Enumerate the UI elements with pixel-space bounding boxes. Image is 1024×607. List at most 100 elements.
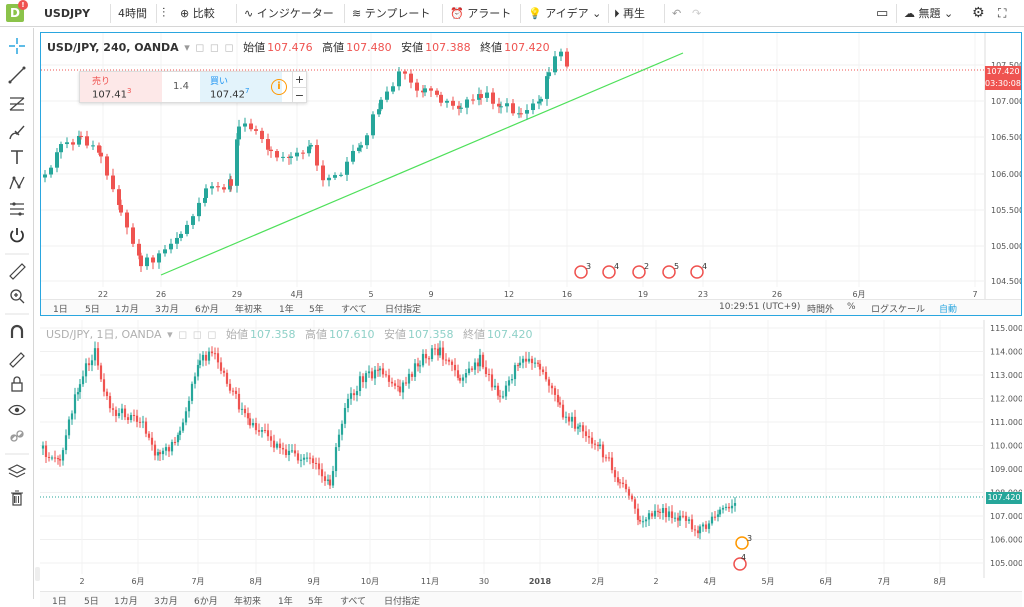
symbol-search[interactable]: USDJPY bbox=[44, 7, 91, 20]
tf-5y[interactable]: 5年 bbox=[309, 305, 324, 315]
ideas-button[interactable]: 💡 アイデア ⌄ bbox=[528, 0, 601, 27]
event-flag-icon[interactable] bbox=[632, 265, 646, 279]
trendline-icon[interactable] bbox=[8, 66, 26, 84]
settings-icon[interactable]: ◻ bbox=[209, 41, 220, 54]
event-flag-icon[interactable] bbox=[662, 265, 676, 279]
event-flag-icon[interactable] bbox=[602, 265, 616, 279]
tf-1d[interactable]: 1日 bbox=[53, 305, 68, 315]
alerts-button[interactable]: ⏰ アラート bbox=[450, 0, 511, 27]
candle-daily bbox=[144, 421, 148, 434]
buy-button[interactable]: 買い 107.427 bbox=[200, 72, 282, 102]
event-flag-icon[interactable] bbox=[690, 265, 704, 279]
logo[interactable]: D ! bbox=[6, 0, 28, 22]
hide-icon[interactable]: ◻ bbox=[178, 328, 188, 341]
power-icon[interactable] bbox=[10, 228, 24, 243]
settings-button[interactable]: ⚙ bbox=[972, 5, 985, 21]
candle-4h bbox=[275, 151, 279, 158]
candle-4h bbox=[505, 103, 509, 107]
text-icon[interactable] bbox=[11, 150, 23, 164]
replay-button[interactable]: ⏵ 再生 bbox=[614, 0, 645, 27]
hide-icon[interactable]: ◻ bbox=[195, 41, 205, 54]
symbol-title[interactable]: USD/JPY, 1日, OANDA bbox=[46, 328, 162, 341]
candle-daily bbox=[467, 368, 471, 374]
clock-time[interactable]: 10:29:51 (UTC+9) bbox=[719, 302, 801, 312]
close-icon[interactable]: ◻ bbox=[224, 41, 234, 54]
tf-5d[interactable]: 5日 bbox=[84, 597, 99, 607]
tf-custom[interactable]: 日付指定 bbox=[385, 305, 422, 315]
interval-selector[interactable]: 4時間 bbox=[118, 7, 147, 20]
tf-1m[interactable]: 1カ月 bbox=[115, 305, 139, 315]
settings-icon[interactable]: ◻ bbox=[192, 328, 202, 341]
candle-daily bbox=[161, 450, 165, 455]
tf-5y[interactable]: 5年 bbox=[308, 597, 323, 607]
tf-3m[interactable]: 3カ月 bbox=[155, 305, 179, 315]
fullscreen-button[interactable]: ⛶ bbox=[998, 6, 1007, 20]
chart-canvas-4h[interactable]: 107.500 107.000 106.500 106.000 105.500 105.0… bbox=[41, 33, 1021, 315]
candle-daily bbox=[607, 457, 611, 459]
templates-button[interactable]: ≋ テンプレート bbox=[352, 0, 430, 27]
indicators-button[interactable]: ∿ インジケーター bbox=[244, 0, 334, 27]
log-scale-toggle[interactable]: ログスケール bbox=[871, 305, 926, 315]
lock-icon[interactable] bbox=[11, 376, 23, 392]
redo-button[interactable]: ↷ bbox=[692, 7, 702, 20]
sidebar-collapse-handle[interactable] bbox=[35, 567, 40, 581]
pattern-icon[interactable] bbox=[9, 176, 25, 190]
forecast-icon[interactable] bbox=[10, 202, 24, 216]
sell-button[interactable]: 売り 107.413 bbox=[80, 72, 162, 102]
chevron-down-icon[interactable]: ▾ bbox=[167, 328, 173, 341]
link-icon[interactable] bbox=[10, 430, 24, 442]
layout-button[interactable]: ▭ bbox=[876, 6, 889, 21]
lock-drawing-icon[interactable] bbox=[9, 352, 25, 368]
layers-icon[interactable] bbox=[7, 464, 27, 478]
info-icon[interactable]: i bbox=[271, 79, 287, 95]
tf-3m[interactable]: 3カ月 bbox=[154, 597, 178, 607]
tf-custom[interactable]: 日付指定 bbox=[384, 597, 421, 607]
undo-button[interactable]: ↶ bbox=[672, 7, 682, 20]
candle-daily bbox=[447, 359, 451, 362]
tf-1m[interactable]: 1カ月 bbox=[114, 597, 138, 607]
tf-all[interactable]: すべて bbox=[340, 597, 367, 607]
x-tick-label: 5 bbox=[368, 290, 373, 299]
event-flag-icon[interactable] bbox=[735, 536, 749, 550]
candle-daily bbox=[718, 509, 722, 515]
chart-style-button[interactable]: ⫶ bbox=[162, 6, 166, 21]
tf-ytd[interactable]: 年初来 bbox=[235, 305, 263, 315]
layout-name: 無題 bbox=[918, 7, 941, 20]
fib-icon[interactable] bbox=[9, 97, 25, 111]
tf-6m[interactable]: 6か月 bbox=[195, 305, 219, 315]
trash-icon[interactable] bbox=[11, 490, 23, 506]
magnet-icon[interactable] bbox=[10, 324, 24, 338]
symbol-title[interactable]: USD/JPY, 240, OANDA bbox=[47, 41, 179, 54]
auto-scale-toggle[interactable]: 自動 bbox=[939, 305, 958, 315]
notification-badge[interactable]: ! bbox=[18, 0, 28, 10]
zoom-in-icon[interactable] bbox=[10, 289, 25, 304]
chevron-down-icon[interactable]: ▾ bbox=[184, 41, 190, 54]
ruler-icon[interactable] bbox=[9, 263, 26, 280]
chart-pane-daily[interactable]: 115.000 114.000 113.000 112.000 111.000 110.0… bbox=[40, 320, 1022, 607]
eye-icon[interactable] bbox=[8, 404, 26, 416]
percent-toggle[interactable]: % bbox=[847, 302, 856, 312]
compare-button[interactable]: ⊕ 比較 bbox=[180, 0, 215, 27]
quantity-plus-button[interactable]: + bbox=[292, 72, 306, 87]
brush-icon[interactable] bbox=[9, 125, 25, 140]
chart-pane-4h[interactable]: 107.500 107.000 106.500 106.000 105.500 105.0… bbox=[40, 32, 1022, 316]
divider bbox=[344, 4, 345, 23]
tf-6m[interactable]: 6か月 bbox=[194, 597, 218, 607]
trendline-drawing[interactable] bbox=[160, 52, 684, 276]
tf-1y[interactable]: 1年 bbox=[278, 597, 293, 607]
event-flag-icon[interactable] bbox=[733, 557, 747, 571]
save-layout-button[interactable]: ☁ 無題 ⌄ bbox=[904, 0, 953, 27]
candle-4h bbox=[111, 175, 115, 190]
template-icon: ≋ bbox=[352, 7, 362, 20]
session-toggle[interactable]: 時間外 bbox=[807, 305, 835, 315]
tf-5d[interactable]: 5日 bbox=[85, 305, 100, 315]
tf-all[interactable]: すべて bbox=[341, 305, 368, 315]
event-flag-icon[interactable] bbox=[574, 265, 588, 279]
tf-ytd[interactable]: 年初来 bbox=[234, 597, 262, 607]
chart-canvas-daily[interactable]: 115.000 114.000 113.000 112.000 111.000 110.0… bbox=[40, 320, 1022, 599]
tf-1d[interactable]: 1日 bbox=[52, 597, 67, 607]
crosshair-icon[interactable] bbox=[9, 38, 25, 54]
tf-1y[interactable]: 1年 bbox=[279, 305, 294, 315]
close-icon[interactable]: ◻ bbox=[207, 328, 217, 341]
quantity-minus-button[interactable]: − bbox=[292, 87, 306, 102]
